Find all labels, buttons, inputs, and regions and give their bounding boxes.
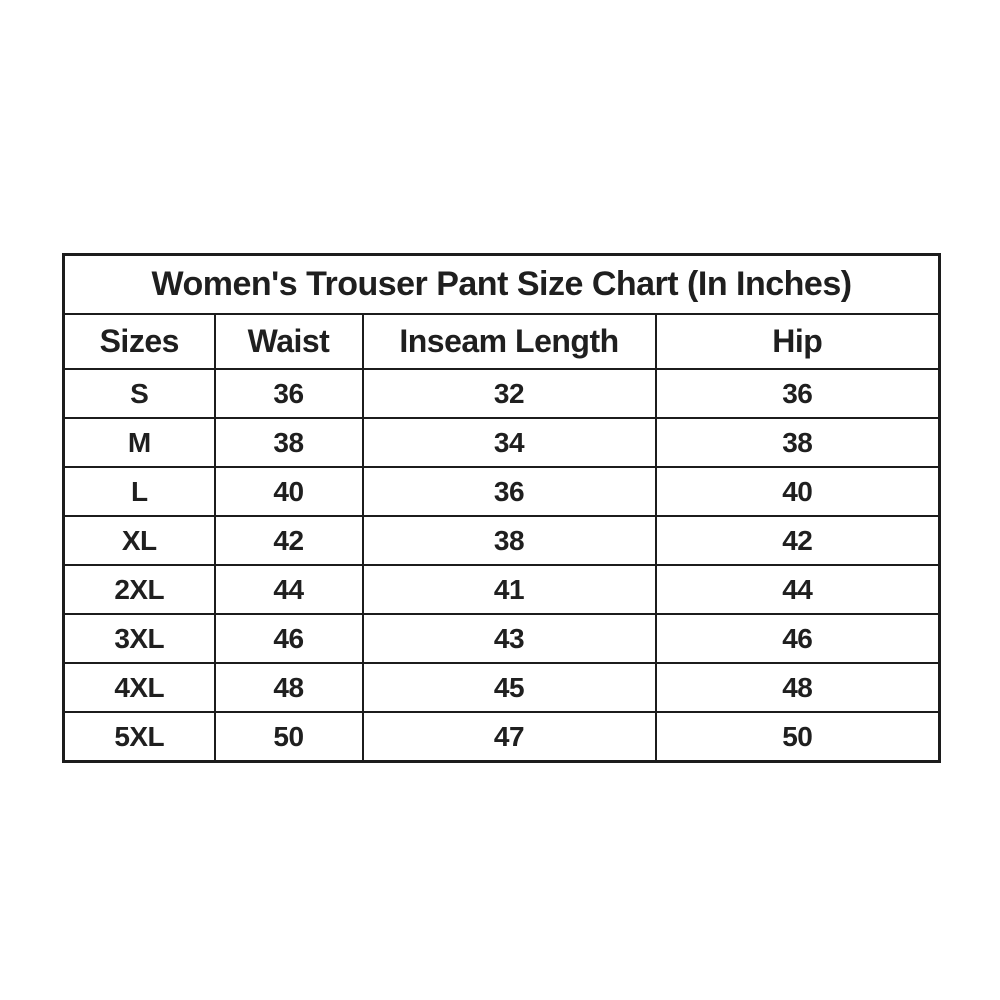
table-cell: 50 <box>654 711 941 763</box>
size-label-cell: 5XL <box>62 711 216 763</box>
column-header-sizes: Sizes <box>62 313 216 370</box>
table-cell: 45 <box>361 662 657 713</box>
table-cell: 38 <box>361 515 657 566</box>
table-cell: 46 <box>213 613 364 664</box>
column-header-waist: Waist <box>213 313 364 370</box>
table-cell: 44 <box>213 564 364 615</box>
table-cell: 32 <box>361 368 657 419</box>
table-cell: 36 <box>213 368 364 419</box>
table-row: 4XL 48 45 48 <box>62 662 941 713</box>
table-cell: 42 <box>213 515 364 566</box>
table-cell: 42 <box>654 515 941 566</box>
size-chart-table: Women's Trouser Pant Size Chart (In Inch… <box>62 253 942 763</box>
table-cell: 46 <box>654 613 941 664</box>
table-cell: 38 <box>654 417 941 468</box>
size-label-cell: L <box>62 466 216 517</box>
table-cell: 48 <box>654 662 941 713</box>
table-cell: 50 <box>213 711 364 763</box>
size-label-cell: 3XL <box>62 613 216 664</box>
table-row: 3XL 46 43 46 <box>62 613 941 664</box>
table-cell: 34 <box>361 417 657 468</box>
column-header-hip: Hip <box>654 313 941 370</box>
table-cell: 36 <box>361 466 657 517</box>
table-cell: 47 <box>361 711 657 763</box>
size-label-cell: XL <box>62 515 216 566</box>
table-cell: 41 <box>361 564 657 615</box>
size-label-cell: S <box>62 368 216 419</box>
size-label-cell: 4XL <box>62 662 216 713</box>
table-cell: 38 <box>213 417 364 468</box>
table-row: XL 42 38 42 <box>62 515 941 566</box>
table-cell: 40 <box>654 466 941 517</box>
title-row: Women's Trouser Pant Size Chart (In Inch… <box>62 253 941 315</box>
table-row: 2XL 44 41 44 <box>62 564 941 615</box>
table-row: L 40 36 40 <box>62 466 941 517</box>
table-row: 5XL 50 47 50 <box>62 711 941 763</box>
size-label-cell: M <box>62 417 216 468</box>
chart-title: Women's Trouser Pant Size Chart (In Inch… <box>62 253 941 315</box>
table-cell: 43 <box>361 613 657 664</box>
table-cell: 40 <box>213 466 364 517</box>
table-cell: 44 <box>654 564 941 615</box>
size-label-cell: 2XL <box>62 564 216 615</box>
header-row: Sizes Waist Inseam Length Hip <box>62 313 941 370</box>
table-row: S 36 32 36 <box>62 368 941 419</box>
table-cell: 48 <box>213 662 364 713</box>
table-cell: 36 <box>654 368 941 419</box>
column-header-inseam-length: Inseam Length <box>361 313 657 370</box>
table-row: M 38 34 38 <box>62 417 941 468</box>
